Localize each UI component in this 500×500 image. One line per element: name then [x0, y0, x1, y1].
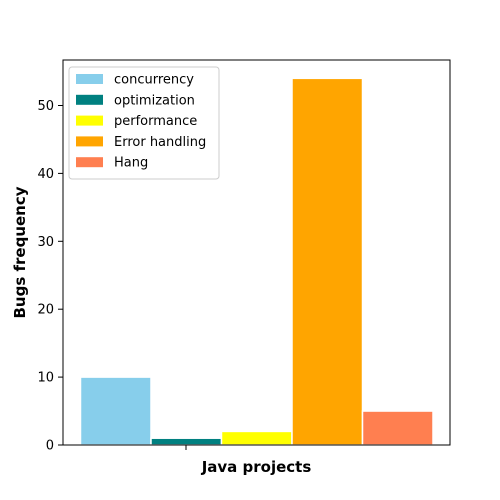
bar-performance — [220, 430, 293, 446]
legend: concurrency optimization performance Error … — [68, 66, 220, 180]
legend-swatch — [76, 74, 103, 84]
y-tick-label: 0 — [46, 439, 54, 454]
legend-label: Error handling — [114, 135, 206, 150]
bars-group — [79, 77, 434, 446]
y-tick-label: 40 — [37, 167, 54, 182]
legend-label: optimization — [114, 93, 195, 108]
x-axis-title: Java projects — [201, 458, 312, 476]
legend-box — [68, 66, 220, 180]
y-tick-label: 20 — [37, 303, 54, 318]
y-axis-title: Bugs frequency — [11, 186, 29, 318]
legend-label: concurrency — [114, 73, 194, 88]
legend-label: Hang — [114, 156, 148, 171]
plot-frame — [62, 59, 451, 446]
legend-swatch — [76, 136, 103, 147]
legend-swatch — [76, 115, 103, 126]
y-tick-label: 50 — [37, 99, 54, 114]
y-tick-label: 10 — [37, 371, 54, 386]
legend-label: performance — [114, 114, 197, 129]
legend-swatch — [76, 94, 103, 105]
y-axis-ticks: 0 10 20 30 40 50 — [37, 99, 63, 454]
bar-error-handling — [291, 77, 364, 446]
bar-concurrency — [79, 376, 152, 446]
legend-swatch — [76, 157, 103, 168]
bar-hang — [361, 410, 434, 446]
y-tick-label: 30 — [37, 235, 54, 250]
bar-optimization — [150, 437, 223, 446]
